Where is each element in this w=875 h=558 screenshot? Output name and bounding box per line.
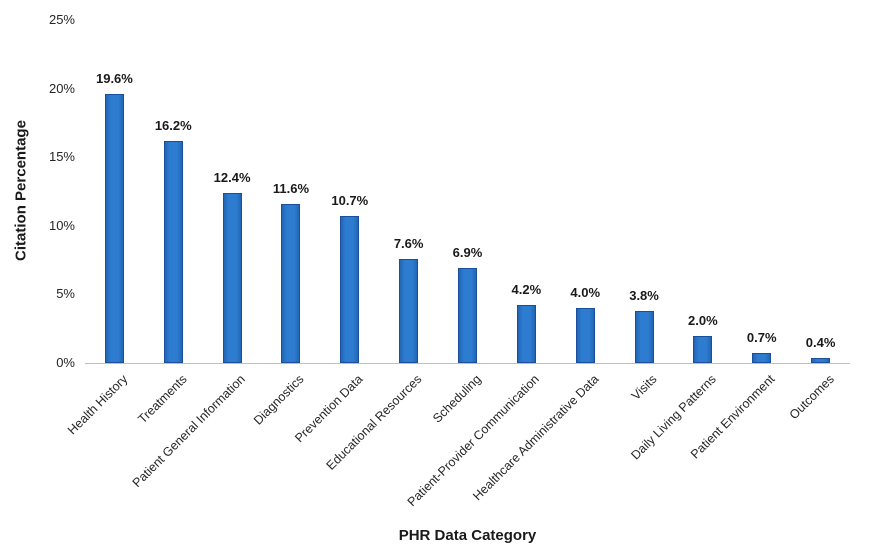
x-category-label: Scheduling (429, 372, 484, 426)
bar-data-label: 12.4% (213, 169, 251, 185)
y-axis-title: Citation Percentage (12, 120, 30, 261)
bar (458, 268, 477, 363)
bar (163, 140, 183, 363)
y-tick-label: 15% (48, 149, 75, 165)
bar (340, 216, 360, 363)
x-axis-line (85, 363, 850, 364)
bar (575, 308, 595, 363)
y-tick-label: 10% (48, 217, 75, 233)
bar-data-label: 6.9% (452, 245, 483, 261)
bar (752, 353, 772, 363)
bar-data-label: 19.6% (95, 71, 133, 87)
x-category-label: Outcomes (786, 372, 837, 423)
x-category-label: Visits (629, 372, 660, 403)
bar-data-label: 0.4% (805, 334, 836, 350)
y-tick-label: 5% (56, 286, 75, 302)
x-axis-title: PHR Data Category (398, 527, 537, 544)
x-category-label: Patient General Information (130, 372, 249, 490)
bar-data-label: 0.7% (746, 330, 777, 346)
bar-data-label: 10.7% (331, 193, 369, 209)
y-tick-label: 20% (48, 80, 75, 96)
x-category-label: Treatments (134, 372, 190, 427)
y-tick-label: 25% (48, 12, 75, 27)
bar (281, 203, 301, 363)
bar-data-label: 3.8% (629, 287, 659, 303)
bar (634, 310, 654, 363)
bar-data-label: 11.6% (272, 180, 310, 196)
x-category-label: Healthcare Administrative Data (469, 372, 602, 504)
bar-data-label: 7.6% (393, 235, 424, 251)
bar (693, 335, 713, 363)
x-category-label: Diagnostics (251, 372, 307, 428)
bar (399, 258, 419, 363)
bar (104, 94, 124, 363)
bar-data-label: 2.0% (688, 312, 718, 328)
y-tick-label: 0% (56, 355, 75, 370)
bar-data-label: 16.2% (154, 117, 192, 133)
bar (222, 192, 242, 363)
bar-data-label: 4.0% (570, 285, 601, 301)
bar (516, 305, 536, 363)
bar (811, 357, 831, 363)
bar-data-label: 4.2% (511, 282, 542, 298)
x-category-label: Health History (64, 372, 131, 438)
